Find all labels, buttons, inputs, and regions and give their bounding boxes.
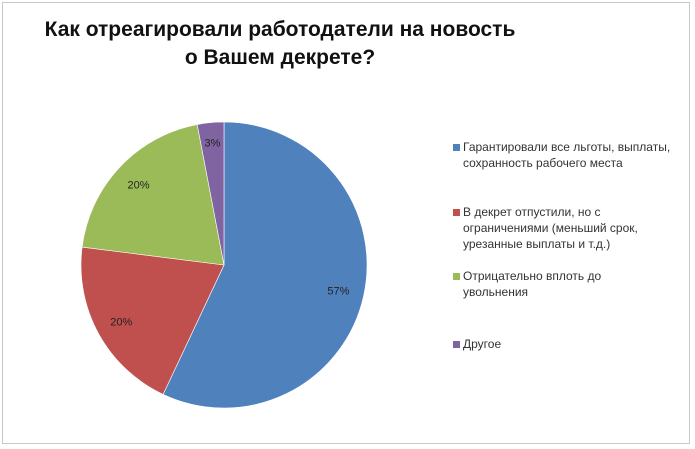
- legend-swatch: [453, 341, 460, 348]
- data-label: 57%: [327, 286, 349, 298]
- legend-label: Гарантировали все льготы, выплаты, сохра…: [463, 140, 671, 170]
- legend-item-restricted: В декрет отпустили, но с ограничениями (…: [453, 204, 686, 252]
- legend-swatch: [453, 144, 460, 151]
- slice-negative: [81, 124, 225, 266]
- slice-restricted: [80, 246, 225, 395]
- slice-guaranteed: [162, 121, 368, 409]
- legend-label: Отрицательно вплоть до увольнения: [463, 269, 602, 299]
- title-line-2: о Вашем декрете?: [184, 46, 376, 69]
- legend-item-other: Другое: [453, 336, 686, 352]
- legend-label: В декрет отпустили, но с ограничениями (…: [463, 205, 638, 251]
- chart-frame: [2, 2, 690, 444]
- legend-swatch: [453, 209, 460, 216]
- data-label: 20%: [128, 180, 150, 192]
- legend-item-guaranteed: Гарантировали все льготы, выплаты, сохра…: [453, 139, 686, 171]
- legend-item-negative: Отрицательно вплоть до увольнения: [453, 268, 654, 300]
- chart-title: Как отреагировали работодатели на новост…: [0, 16, 560, 72]
- data-label: 20%: [110, 316, 132, 328]
- legend-label: Другое: [463, 337, 502, 351]
- legend-swatch: [453, 273, 460, 280]
- slice-other: [196, 121, 225, 266]
- data-label: 3%: [204, 138, 220, 150]
- title-line-1: Как отреагировали работодатели на новост…: [44, 18, 516, 41]
